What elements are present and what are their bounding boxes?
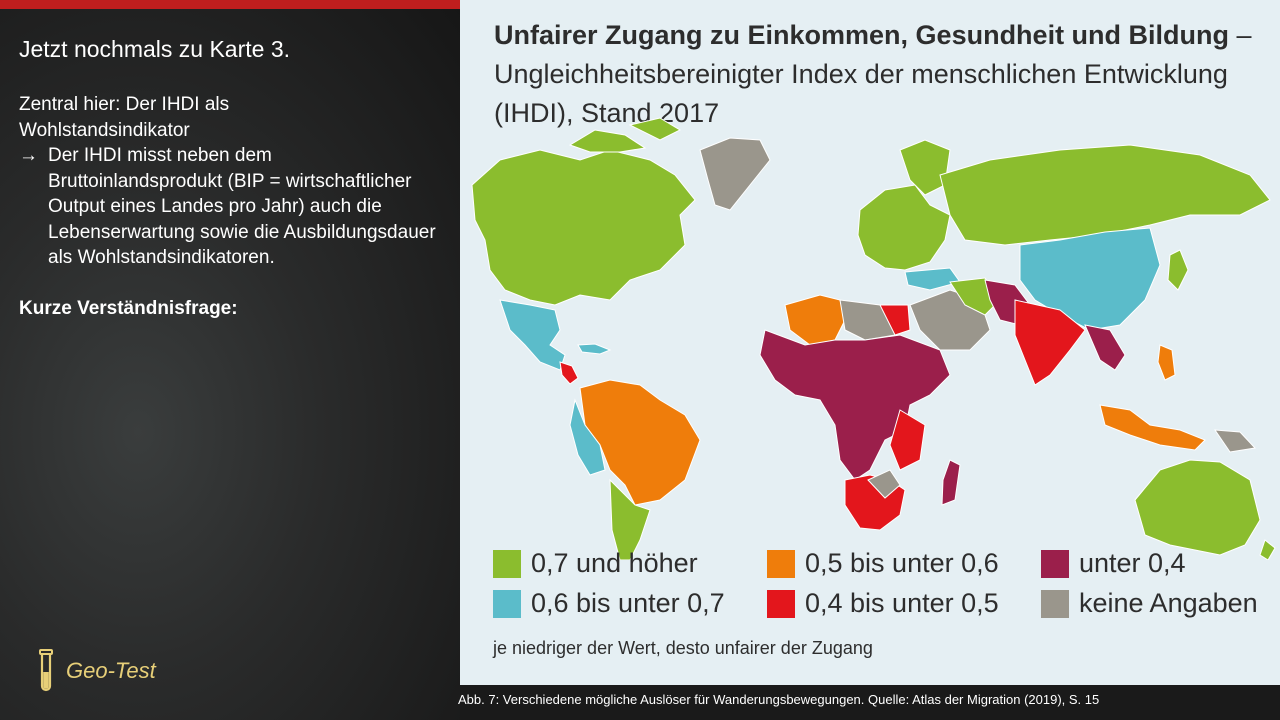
region-egypt	[879, 304, 911, 336]
intro-line-2: Wohlstandsindikator	[19, 119, 190, 141]
region-brazil-area	[579, 379, 701, 506]
bullet-text: Der IHDI misst neben dem Bruttoinlandspr…	[48, 145, 436, 268]
region-caribbean	[577, 343, 612, 355]
legend-item: unter 0,4	[1041, 548, 1186, 579]
region-southern-cone	[609, 478, 651, 560]
intro-line-1: Zentral hier: Der IHDI als	[19, 94, 230, 115]
legend-label: keine Angaben	[1079, 588, 1258, 618]
region-arctic-islands	[568, 117, 682, 153]
legend-swatch	[1041, 549, 1069, 578]
region-philippines	[1157, 344, 1176, 381]
legend-item: keine Angaben	[1041, 588, 1258, 619]
legend-label: 0,6 bis unter 0,7	[531, 588, 725, 618]
region-north-africa	[784, 294, 846, 346]
region-sub-saharan	[759, 329, 951, 481]
region-russia	[939, 144, 1271, 246]
legend-label: 0,4 bis unter 0,5	[805, 588, 999, 618]
legend-swatch	[767, 589, 795, 618]
region-turkey	[904, 267, 961, 291]
map-title-rest: – Ungleichheitsbereinigter Index der men…	[494, 20, 1252, 128]
region-southeast-asia	[1084, 324, 1126, 371]
region-central-america	[559, 361, 579, 385]
legend-item: 0,5 bis unter 0,6	[767, 548, 999, 579]
map-figure: Unfairer Zugang zu Einkommen, Gesundheit…	[460, 0, 1280, 685]
slide-body: Zentral hier: Der IHDI als Wohlstandsind…	[19, 92, 439, 321]
accent-bar	[0, 0, 460, 9]
legend-item: 0,4 bis unter 0,5	[767, 588, 999, 619]
bullet-item: → Der IHDI misst neben dem Bruttoinlands…	[19, 143, 439, 271]
figure-caption: Abb. 7: Verschiedene mögliche Auslöser f…	[458, 692, 1100, 707]
world-map	[471, 117, 1276, 560]
region-canada-usa	[471, 149, 696, 306]
region-greenland	[699, 137, 771, 211]
legend-swatch	[493, 589, 521, 618]
region-mexico	[499, 299, 566, 371]
slide-title: Jetzt nochmals zu Karte 3.	[19, 36, 291, 62]
test-tube-icon	[39, 649, 53, 692]
region-indonesia	[1099, 404, 1206, 451]
region-china-central-asia	[1019, 227, 1161, 331]
slide-text-panel: Jetzt nochmals zu Karte 3. Zentral hier:…	[0, 0, 460, 720]
legend-item: 0,7 und höher	[493, 548, 698, 579]
region-india	[1014, 299, 1086, 386]
region-east-africa	[889, 409, 926, 471]
region-andes	[569, 398, 606, 476]
legend-label: 0,7 und höher	[531, 548, 698, 578]
legend-label: 0,5 bis unter 0,6	[805, 548, 999, 578]
map-note: je niedriger der Wert, desto unfairer de…	[493, 638, 873, 658]
region-japan	[1167, 249, 1189, 291]
region-namibia-botswana	[867, 469, 901, 499]
legend-swatch	[1041, 589, 1069, 618]
legend-label: unter 0,4	[1079, 548, 1186, 578]
question-heading: Kurze Verständnisfrage:	[19, 297, 238, 319]
legend-swatch	[493, 549, 521, 578]
map-title: Unfairer Zugang zu Einkommen, Gesundheit…	[494, 16, 1274, 133]
region-new-zealand	[1259, 539, 1276, 560]
region-madagascar	[941, 459, 961, 506]
arrow-right-icon: →	[19, 145, 38, 166]
geo-test-badge[interactable]: Geo-Test	[38, 648, 156, 694]
map-title-bold: Unfairer Zugang zu Einkommen, Gesundheit…	[494, 20, 1230, 50]
legend-swatch	[767, 549, 795, 578]
region-europe	[857, 184, 951, 271]
region-papua	[1213, 429, 1257, 453]
geo-test-label: Geo-Test	[66, 658, 156, 683]
region-australia	[1134, 459, 1261, 556]
legend-item: 0,6 bis unter 0,7	[493, 588, 725, 619]
